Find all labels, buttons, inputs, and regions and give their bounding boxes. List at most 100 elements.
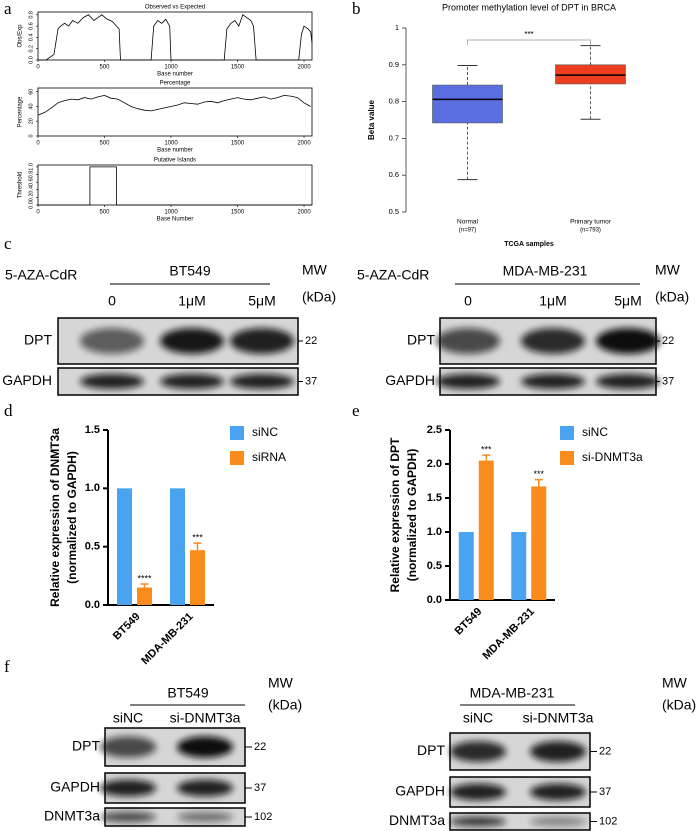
y-tick-label: 0.9 bbox=[389, 60, 399, 69]
significance-label: **** bbox=[137, 573, 152, 583]
kda-unit-label: (kDa) bbox=[662, 697, 696, 713]
protein-label: DPT bbox=[407, 332, 435, 348]
error-bar bbox=[534, 478, 543, 487]
kda-label: 22 bbox=[662, 335, 674, 347]
lane-label: 1μM bbox=[178, 293, 206, 309]
y-tick-label: 0.0 bbox=[427, 594, 442, 606]
kda-label: 22 bbox=[305, 335, 317, 347]
legend-label: si-DNMT3a bbox=[582, 450, 643, 464]
y-tick-label: 1.0 bbox=[85, 482, 100, 494]
error-bar bbox=[140, 583, 149, 588]
kda-label: 22 bbox=[254, 741, 266, 753]
kda-label: 37 bbox=[662, 375, 674, 387]
x-tick-label: 1000 bbox=[164, 141, 178, 147]
x-tick-label: 1500 bbox=[231, 65, 245, 71]
lane-label: 5μM bbox=[248, 293, 276, 309]
box bbox=[432, 84, 503, 124]
category-note: (n=793) bbox=[580, 228, 601, 234]
x-axis-label: TCGA samples bbox=[504, 241, 554, 248]
y-axis-label: Beta value bbox=[367, 99, 376, 140]
legend-label: siNC bbox=[252, 425, 278, 439]
category-note: (n=97) bbox=[459, 228, 477, 234]
cell-line-label: MDA-MB-231 bbox=[470, 685, 555, 701]
y-tick-label: 0.0 bbox=[28, 56, 34, 64]
panel-label: b bbox=[352, 0, 361, 18]
blot-band bbox=[177, 811, 233, 823]
data-line bbox=[38, 166, 312, 206]
y-tick-label: 1 bbox=[395, 23, 399, 32]
x-tick-label: 2000 bbox=[297, 141, 311, 147]
x-axis-label: Base number bbox=[157, 148, 193, 154]
y-tick-label: 0.5 bbox=[85, 541, 100, 553]
x-tick-label: MDA-MB-231 bbox=[480, 606, 536, 662]
bar bbox=[511, 532, 527, 600]
kda-label: 22 bbox=[599, 745, 611, 757]
x-tick-label: BT549 bbox=[111, 611, 143, 643]
blot-band bbox=[530, 816, 586, 827]
data-line bbox=[37, 94, 311, 116]
chart-title: Promoter methylation level of DPT in BRC… bbox=[442, 2, 616, 12]
y-tick-label: 20 bbox=[28, 118, 34, 124]
protein-label: GAPDH bbox=[50, 779, 100, 795]
blot-band bbox=[230, 328, 294, 354]
legend-swatch bbox=[560, 451, 574, 465]
blot-band bbox=[530, 783, 586, 801]
mw-label: MW bbox=[662, 675, 688, 691]
x-tick-label: 1000 bbox=[164, 210, 178, 216]
y-axis-label: Relative expression of DPT bbox=[388, 437, 402, 592]
bar bbox=[117, 488, 132, 605]
x-tick-label: 0 bbox=[36, 65, 40, 71]
blot-band bbox=[100, 779, 156, 797]
y-tick-label: 0.6 bbox=[389, 170, 399, 179]
blot-band bbox=[436, 328, 500, 354]
kda-unit-label: (kDa) bbox=[268, 697, 302, 713]
lane-label: si-DNMT3a bbox=[170, 710, 241, 726]
y-tick-label: 1.5 bbox=[85, 424, 100, 436]
error-bar bbox=[193, 542, 202, 551]
cell-line-label: MDA-MB-231 bbox=[503, 263, 588, 279]
x-tick-label: 0 bbox=[36, 210, 40, 216]
kda-label: 102 bbox=[254, 811, 272, 823]
legend-label: siRNA bbox=[252, 450, 286, 464]
y-tick-label: 0.8 bbox=[28, 171, 34, 179]
y-axis-label: Percentage bbox=[18, 96, 24, 127]
legend-swatch bbox=[230, 451, 244, 465]
y-tick-label: 0.4 bbox=[28, 186, 34, 194]
blot-band bbox=[177, 736, 233, 758]
chart-title: Observed vs Expected bbox=[145, 5, 205, 11]
y-tick-label: 1.5 bbox=[427, 492, 442, 504]
protein-label: DPT bbox=[72, 738, 100, 754]
bar bbox=[170, 488, 185, 605]
blot-band bbox=[80, 328, 144, 354]
x-tick-label: Primary tumor bbox=[570, 219, 612, 226]
cell-line-label: BT549 bbox=[167, 685, 208, 701]
x-tick-label: 500 bbox=[99, 210, 110, 216]
blot-band bbox=[596, 373, 660, 390]
blot-band bbox=[450, 783, 506, 801]
mw-label: MW bbox=[655, 262, 681, 278]
panel-label: d bbox=[4, 401, 13, 420]
lane-label: siNC bbox=[463, 710, 493, 726]
x-tick-label: BT549 bbox=[453, 606, 485, 638]
y-tick-label: 1.0 bbox=[28, 163, 34, 171]
x-tick-label: 1500 bbox=[231, 141, 245, 147]
cell-line-label: BT549 bbox=[169, 263, 210, 279]
y-tick-label: 0 bbox=[28, 134, 34, 137]
plot-frame bbox=[37, 87, 313, 137]
x-tick-label: MDA-MB-231 bbox=[139, 611, 195, 667]
blot-band bbox=[521, 328, 585, 354]
kda-unit-label: (kDa) bbox=[302, 289, 336, 305]
x-tick-label: 1500 bbox=[231, 210, 245, 216]
x-tick-label: 2000 bbox=[297, 65, 311, 71]
plot-frame bbox=[37, 164, 313, 206]
y-tick-label: 0.8 bbox=[389, 97, 399, 106]
chart-title: Percentage bbox=[160, 81, 191, 87]
lane-label: 5μM bbox=[614, 293, 642, 309]
y-tick-label: 0.2 bbox=[28, 45, 34, 53]
kda-label: 102 bbox=[599, 815, 617, 827]
blot-band bbox=[450, 816, 506, 827]
blot-band bbox=[80, 373, 144, 390]
y-tick-label: 2.0 bbox=[427, 458, 442, 470]
y-tick-label: 0.8 bbox=[28, 11, 34, 19]
